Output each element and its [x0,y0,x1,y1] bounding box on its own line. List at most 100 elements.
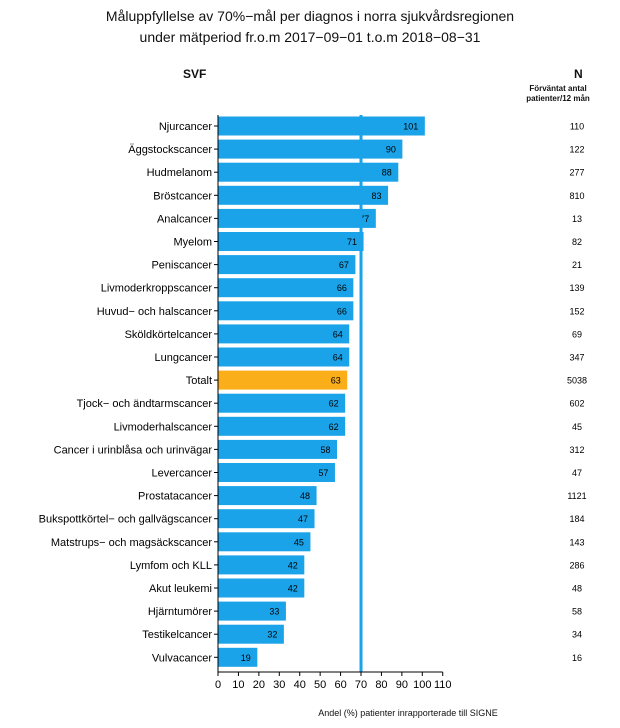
x-tick-label: 80 [375,679,387,691]
n-expected-value: 110 [570,122,584,132]
bar [218,463,335,482]
bar [218,255,356,275]
category-label: Huvud− och halscancer [97,306,213,318]
category-label: Hjärntumörer [148,606,213,618]
category-label: Tjock− och ändtarmscancer [77,398,213,410]
bar [218,301,354,321]
category-label: Matstrups− och magsäckscancer [51,537,212,549]
category-label: Njurcancer [159,121,213,133]
n-expected-value: 5038 [567,376,587,386]
value-label: 48 [300,491,310,501]
bar [218,139,403,159]
n-expected-value: 82 [572,237,582,247]
category-label: Peniscancer [151,260,212,272]
bar [218,624,284,644]
n-expected-value: 1121 [567,491,586,501]
bar [218,278,354,298]
value-label: 64 [333,353,343,363]
bar [218,347,350,367]
bar [218,601,286,621]
value-label: 45 [294,537,304,547]
chart-title-line-2: under mätperiod fr.o.m 2017−09−01 t.o.m … [139,29,481,45]
n-expected-value: 152 [569,306,584,316]
x-tick-label: 60 [334,679,346,691]
value-label: 62 [329,422,339,432]
x-tick-label: 70 [355,679,367,691]
n-expected-value: 810 [569,191,584,201]
category-label: Sköldkörtelcancer [125,329,213,341]
category-label: Livmoderhalscancer [114,421,213,433]
x-tick-label: 90 [396,679,408,691]
bar [218,116,425,136]
x-tick-label: 110 [434,679,452,691]
value-label: 63 [331,376,341,386]
category-label: Akut leukemi [149,583,212,595]
value-label: 64 [333,329,343,339]
category-label: Vulvacancer [152,652,212,664]
value-label: 77 [359,214,369,224]
n-expected-value: 277 [569,168,584,178]
n-expected-value: 58 [572,607,582,617]
value-label: 83 [372,191,382,201]
value-label: 88 [382,168,392,178]
n-expected-value: 143 [569,537,584,547]
category-label: Bröstcancer [153,190,212,202]
n-subheader-line-2: patienter/12 mån [526,94,590,103]
x-tick-label: 20 [253,679,265,691]
category-label: Analcancer [157,213,212,225]
bar [218,232,364,251]
category-label: Prostatacancer [138,491,212,503]
n-expected-value: 286 [569,560,584,570]
value-label: 66 [337,306,347,316]
n-subheader: Förväntat antal patienter/12 mån [498,84,618,104]
category-label: Myelom [173,237,212,249]
x-tick-label: 0 [215,679,221,691]
n-expected-value: 184 [569,514,584,524]
n-subheader-line-1: Förväntat antal [529,84,587,93]
bar [218,393,346,413]
category-label: Cancer i urinblåsa och urinvägar [54,444,213,456]
value-label: 47 [298,514,308,524]
value-label: 33 [269,607,279,617]
n-expected-value: 139 [569,283,584,293]
n-expected-value: 34 [572,630,582,640]
bar [218,416,346,436]
n-expected-value: 48 [572,584,582,594]
bar [218,509,315,529]
x-tick-label: 100 [413,679,431,691]
n-expected-value: 69 [572,329,582,339]
value-label: 57 [318,468,328,478]
category-label: Lungcancer [155,352,213,364]
n-expected-value: 312 [569,445,584,455]
bar [218,439,337,459]
x-tick-label: 10 [232,679,244,691]
n-expected-value: 16 [572,653,582,663]
x-tick-label: 50 [314,679,326,691]
bar [218,486,317,506]
value-label: 62 [329,399,339,409]
category-label: Äggstockscancer [128,144,212,156]
bar [218,208,376,228]
bar [218,324,350,344]
n-expected-value: 122 [569,145,584,155]
category-label: Totalt [186,375,212,387]
n-expected-value: 47 [572,468,582,478]
bar [218,162,399,182]
chart-title-line-1: Måluppfyllelse av 70%−mål per diagnos i … [105,8,515,24]
value-label: 58 [320,445,330,455]
bar-total [218,370,348,390]
value-label: 42 [288,584,298,594]
x-tick-label: 30 [273,679,285,691]
n-expected-value: 45 [572,422,582,432]
value-label: 71 [347,237,357,247]
category-label: Levercancer [151,468,212,480]
n-header: N [574,67,583,81]
n-expected-value: 21 [572,260,582,270]
value-label: 90 [386,145,396,155]
x-axis-label: Andel (%) patienter inrapporterade till … [318,708,498,718]
svf-header: SVF [183,67,207,81]
value-label: 101 [403,122,418,132]
category-label: Testikelcancer [142,629,212,641]
bar [218,555,305,575]
